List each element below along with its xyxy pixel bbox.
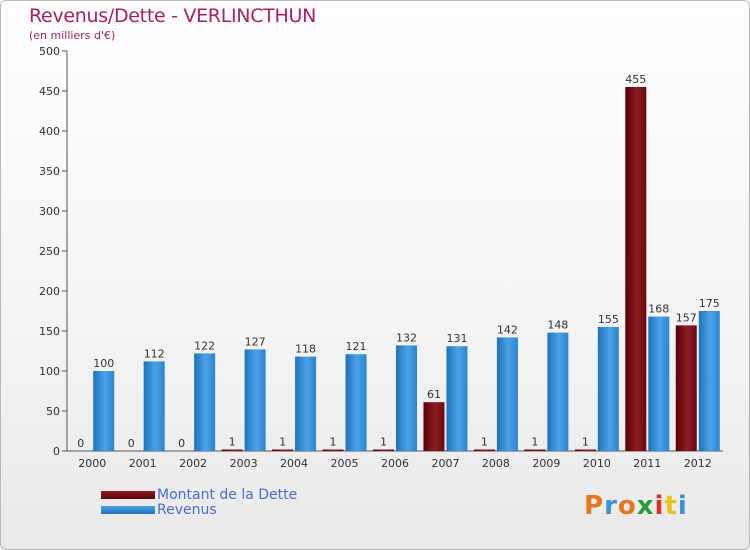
bar-debt-2008 [473, 449, 495, 451]
y-tick-label: 400 [39, 125, 60, 138]
y-tick-label: 350 [39, 165, 60, 178]
logo-letter: t [664, 491, 678, 521]
y-axis: 0 50 100 150 200 250 300 350 400 450 500 [39, 45, 68, 458]
logo-letter: r [604, 491, 618, 521]
bar-revenus-2004 [295, 356, 317, 451]
value-label-revenus-2004: 118 [295, 343, 316, 356]
legend: Montant de la Dette Revenus [101, 486, 298, 518]
bar-revenus-2008 [496, 337, 518, 451]
value-label-debt-2009: 1 [531, 436, 538, 449]
x-tick-label: 2010 [583, 457, 611, 470]
logo-letter: i [677, 491, 688, 521]
bar-debt-2011 [625, 87, 647, 451]
logo-letter: o [617, 491, 637, 521]
bar-debt-2007 [423, 402, 445, 451]
bars [93, 87, 720, 451]
bar-revenus-2000 [93, 371, 115, 451]
proxiti-logo: Proxiti [584, 491, 688, 521]
legend-label-revenus: Revenus [157, 501, 217, 518]
bar-revenus-2001 [143, 361, 165, 451]
value-label-debt-2004: 1 [279, 436, 286, 449]
y-tick-label: 450 [39, 85, 60, 98]
y-tick-label: 200 [39, 285, 60, 298]
bar-revenus-2007 [446, 346, 468, 451]
value-label-debt-2010: 1 [582, 436, 589, 449]
chart-subtitle: (en milliers d'€) [29, 29, 116, 42]
x-tick-label: 2012 [684, 457, 712, 470]
bar-debt-2010 [574, 449, 596, 451]
bar-revenus-2011 [648, 316, 670, 451]
value-label-debt-2007: 61 [427, 388, 441, 401]
logo-letter: i [654, 491, 665, 521]
logo-letter: P [584, 491, 605, 521]
bar-debt-2003 [221, 449, 243, 451]
x-tick-label: 2000 [78, 457, 106, 470]
bar-debt-2009 [524, 449, 546, 451]
value-label-debt-2006: 1 [380, 436, 387, 449]
value-label-revenus-2009: 148 [547, 319, 568, 332]
value-label-revenus-2006: 132 [396, 331, 417, 344]
x-tick-label: 2004 [280, 457, 308, 470]
value-label-debt-2005: 1 [330, 436, 337, 449]
value-label-debt-2012: 157 [676, 311, 697, 324]
logo-letter: x [636, 491, 655, 521]
y-tick-label: 100 [39, 365, 60, 378]
y-tick-label: 300 [39, 205, 60, 218]
value-label-revenus-2002: 122 [194, 339, 215, 352]
chart-title: Revenus/Dette - VERLINCTHUN [29, 5, 316, 27]
value-label-revenus-2008: 142 [497, 323, 518, 336]
legend-swatch-debt [101, 490, 155, 499]
bar-revenus-2009 [547, 332, 569, 451]
legend-label-debt: Montant de la Dette [157, 486, 298, 503]
value-label-revenus-2005: 121 [346, 340, 367, 353]
value-labels: 0100011201221127111811211132611311142114… [77, 73, 720, 450]
value-label-revenus-2001: 112 [144, 347, 165, 360]
bar-revenus-2002 [194, 353, 216, 451]
bar-debt-2004 [272, 449, 294, 451]
y-tick-label: 50 [46, 405, 60, 418]
y-tick-label: 150 [39, 325, 60, 338]
y-tick-label: 250 [39, 245, 60, 258]
legend-item-revenus: Revenus [101, 501, 297, 518]
y-tick-label: 0 [53, 445, 60, 458]
x-tick-label: 2003 [230, 457, 258, 470]
x-axis: 2000 2001 2002 2003 2004 2005 2006 2007 2008 2009… [67, 450, 723, 470]
value-label-revenus-2000: 100 [93, 357, 114, 370]
value-label-debt-2011: 455 [625, 73, 646, 86]
legend-item-debt: Montant de la Dette [101, 486, 298, 503]
bar-revenus-2010 [597, 327, 619, 451]
value-label-revenus-2007: 131 [446, 332, 467, 345]
value-label-debt-2002: 0 [178, 437, 185, 450]
bar-debt-2005 [322, 449, 344, 451]
value-label-debt-2008: 1 [481, 436, 488, 449]
value-label-revenus-2011: 168 [648, 303, 669, 316]
x-tick-label: 2008 [482, 457, 510, 470]
y-tick-label: 500 [39, 45, 60, 58]
bar-revenus-2003 [244, 349, 266, 451]
value-label-revenus-2003: 127 [245, 335, 266, 348]
bar-debt-2006 [373, 449, 394, 451]
x-tick-label: 2001 [129, 457, 157, 470]
x-tick-label: 2007 [431, 457, 459, 470]
bar-debt-2012 [675, 325, 697, 451]
bar-revenus-2005 [345, 354, 367, 451]
bar-revenus-2006 [396, 345, 417, 451]
x-tick-label: 2002 [179, 457, 207, 470]
x-tick-label: 2011 [633, 457, 661, 470]
x-tick-label: 2005 [331, 457, 359, 470]
value-label-revenus-2010: 155 [598, 313, 619, 326]
x-tick-label: 2009 [532, 457, 560, 470]
x-tick-label: 2006 [381, 457, 409, 470]
value-label-debt-2003: 1 [229, 436, 236, 449]
value-label-debt-2001: 0 [128, 437, 135, 450]
legend-swatch-revenus [101, 505, 155, 514]
value-label-revenus-2012: 175 [699, 297, 720, 310]
bar-revenus-2012 [698, 311, 720, 451]
value-label-debt-2000: 0 [77, 437, 84, 450]
